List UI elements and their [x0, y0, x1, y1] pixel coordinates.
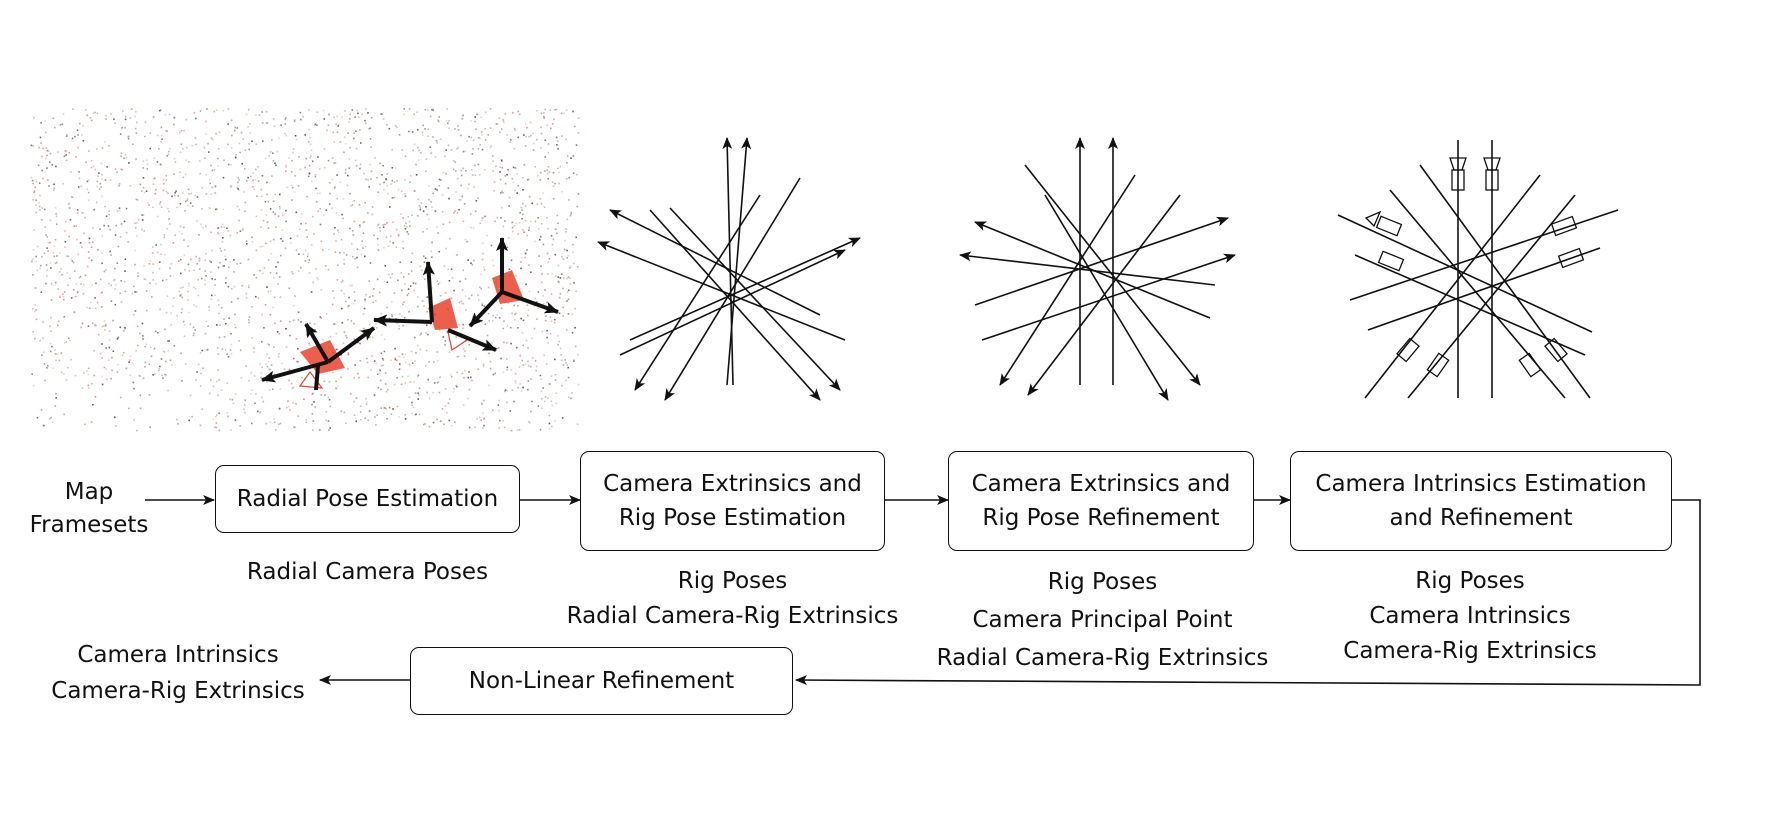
output-intrinsics: Rig Poses Camera Intrinsics Camera-Rig E…	[1343, 568, 1597, 664]
step-extrinsics-rig-pose-estimation: Camera Extrinsics and Rig Pose Estimatio…	[580, 451, 885, 551]
step-intrinsics-estimation-refinement: Camera Intrinsics Estimation and Refinem…	[1290, 451, 1672, 551]
point-cloud-illustration	[30, 108, 580, 432]
rays-cameras-illustration	[1337, 140, 1619, 399]
rig-cameras-illustration	[261, 237, 559, 391]
step-non-linear-refinement: Non-Linear Refinement	[410, 647, 793, 715]
output-radial-camera-poses: Radial Camera Poses	[246, 559, 489, 585]
output-refinement: Rig Poses Camera Principal Point Radial …	[936, 569, 1269, 671]
connector-step4-to-final	[795, 499, 1701, 686]
rays-estimation-illustration	[597, 137, 861, 401]
flow-connectors	[145, 495, 1701, 686]
rays-refinement-illustration	[959, 137, 1236, 401]
input-map-framesets: Map Framesets	[29, 479, 149, 538]
output-estimation: Rig Poses Radial Camera-Rig Extrinsics	[566, 568, 899, 629]
step-extrinsics-rig-pose-refinement: Camera Extrinsics and Rig Pose Refinemen…	[948, 451, 1254, 551]
step-radial-pose-estimation: Radial Pose Estimation	[215, 465, 520, 533]
final-output: Camera Intrinsics Camera-Rig Extrinsics	[51, 642, 305, 704]
